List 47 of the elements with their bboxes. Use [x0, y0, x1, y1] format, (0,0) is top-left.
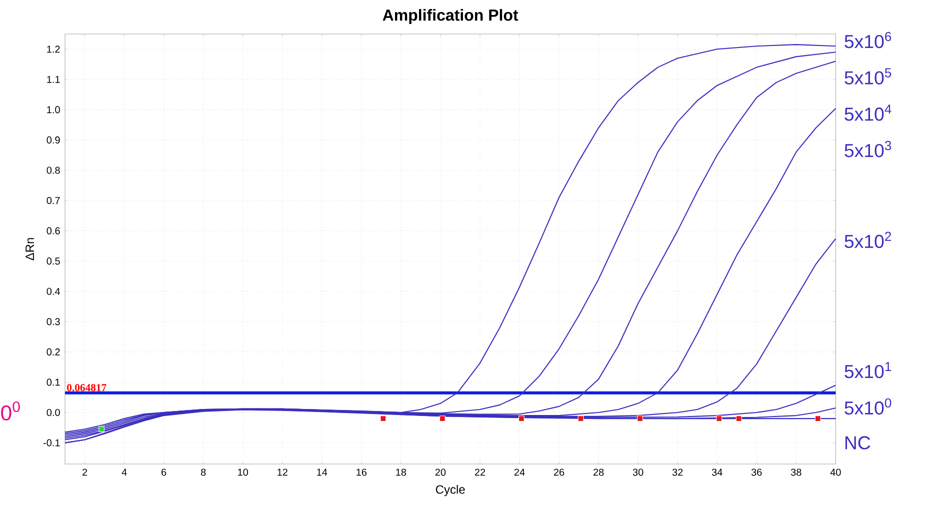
- x-tick-label: 12: [278, 468, 288, 476]
- x-tick-label: 32: [672, 468, 683, 476]
- x-tick-label: 10: [238, 468, 248, 476]
- text: 5x10$^{4}$: [844, 104, 892, 121]
- y-tick-label: 0.1: [46, 378, 60, 386]
- x-tick-label: 40: [830, 468, 841, 476]
- series-label: 5x10$^{0}$: [844, 398, 892, 415]
- series-label: 5x10$^{1}$: [844, 362, 892, 378]
- y-tick-label: 0.4: [46, 288, 60, 295]
- y-tick-label: -0.1: [44, 439, 60, 446]
- y-tick-label: 0.9: [46, 136, 60, 144]
- y-tick-label: 1.1: [47, 76, 60, 83]
- x-tick-label: 22: [474, 468, 486, 476]
- series-label: 5x10$^{3}$: [844, 140, 892, 158]
- y-tick-label: 0.3: [46, 318, 60, 326]
- series-label: 5x10$^{6}$: [844, 32, 892, 48]
- series-label: 5x10$^{5}$: [844, 68, 892, 84]
- x-tick-label: 4: [122, 468, 127, 476]
- y-tick-label: 0.2: [46, 348, 60, 356]
- x-tick-label: 28: [593, 468, 604, 476]
- y-tick-label: 0.7: [46, 196, 60, 204]
- x-tick-label: 30: [632, 468, 644, 476]
- x-tick-label: 16: [356, 468, 367, 476]
- y-tick-label: 0.6: [46, 227, 60, 234]
- x-tick-label: 38: [790, 468, 802, 476]
- x-tick-label: 20: [435, 468, 446, 476]
- x-tick-label: 34: [712, 468, 722, 476]
- y-tick-label: 1.2: [47, 46, 60, 53]
- text: 0$^{0}$: [1, 401, 20, 420]
- series-label: 5x10$^{2}$: [844, 232, 892, 248]
- y-tick-label: 1.0: [47, 106, 60, 114]
- y-tick-label: 0.5: [46, 258, 60, 265]
- x-tick-label: 24: [514, 468, 525, 476]
- x-tick-label: 18: [396, 468, 406, 476]
- x-axis-title: Cycle: [436, 484, 465, 496]
- x-tick-label: 2: [82, 468, 88, 476]
- x-tick-label: 14: [317, 468, 328, 476]
- y-tick-label: 0.0: [46, 408, 60, 416]
- chart-title: Amplification Plot: [382, 9, 518, 24]
- series-label: NC: [845, 436, 870, 450]
- x-tick-label: 6: [162, 468, 166, 476]
- y-axis-title: ΔRn: [26, 238, 34, 260]
- x-tick-label: 26: [554, 468, 564, 476]
- x-tick-label: 8: [200, 468, 206, 476]
- y-tick-label: 0.8: [46, 166, 60, 174]
- x-tick-label: 36: [751, 468, 762, 476]
- ref-line-label: 0.064817: [67, 384, 106, 392]
